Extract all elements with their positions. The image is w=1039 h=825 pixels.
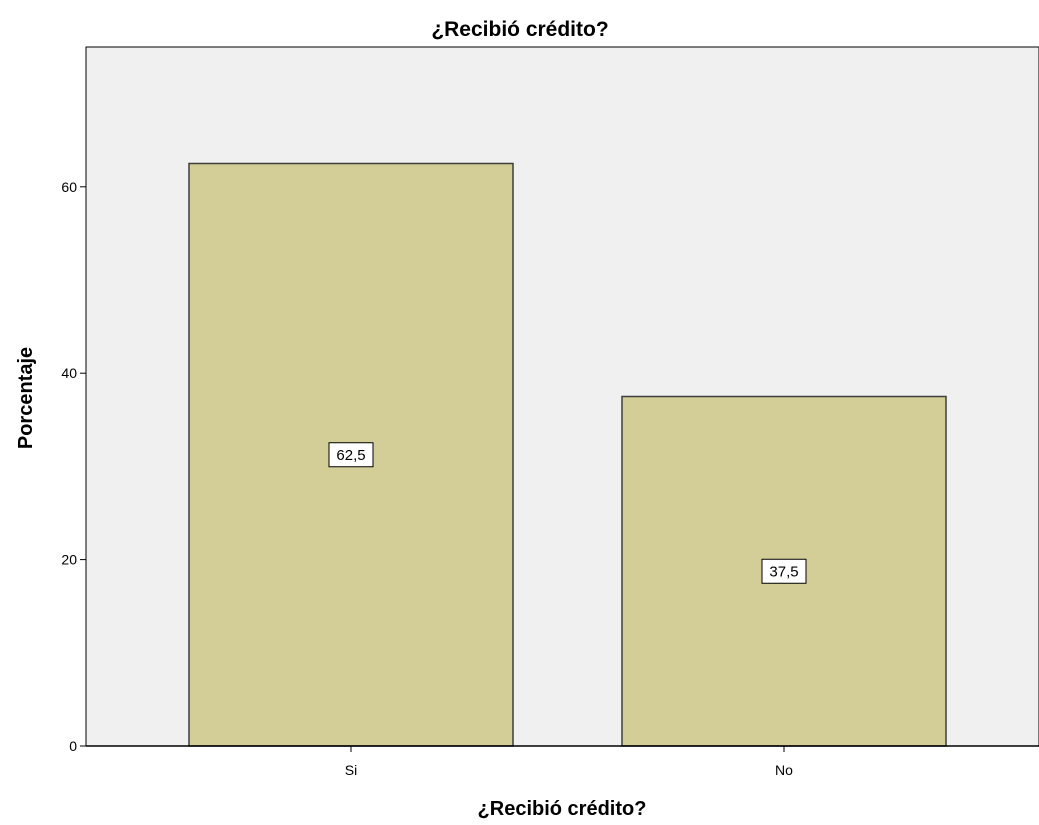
y-tick-label-60: 60 xyxy=(61,179,77,195)
axes-layer: Si No 0 20 40 60 xyxy=(61,47,1039,778)
data-label-no: 37,5 xyxy=(769,563,798,580)
chart-title: ¿Recibió crédito? xyxy=(431,18,608,41)
data-label-box-si xyxy=(328,442,374,468)
data-label-si: 62,5 xyxy=(336,447,365,464)
data-labels-layer: 62,5 37,5 xyxy=(328,442,807,584)
x-tick-label-si: Si xyxy=(345,762,357,778)
y-axis-title: Porcentaje xyxy=(15,347,37,449)
y-tick-label-20: 20 xyxy=(61,552,77,568)
y-tick-label-40: 40 xyxy=(61,365,77,381)
y-tick-label-0: 0 xyxy=(69,738,77,754)
data-label-box-no xyxy=(761,558,807,584)
x-axis-title: ¿Recibió crédito? xyxy=(478,798,647,820)
x-tick-label-no: No xyxy=(775,762,793,778)
